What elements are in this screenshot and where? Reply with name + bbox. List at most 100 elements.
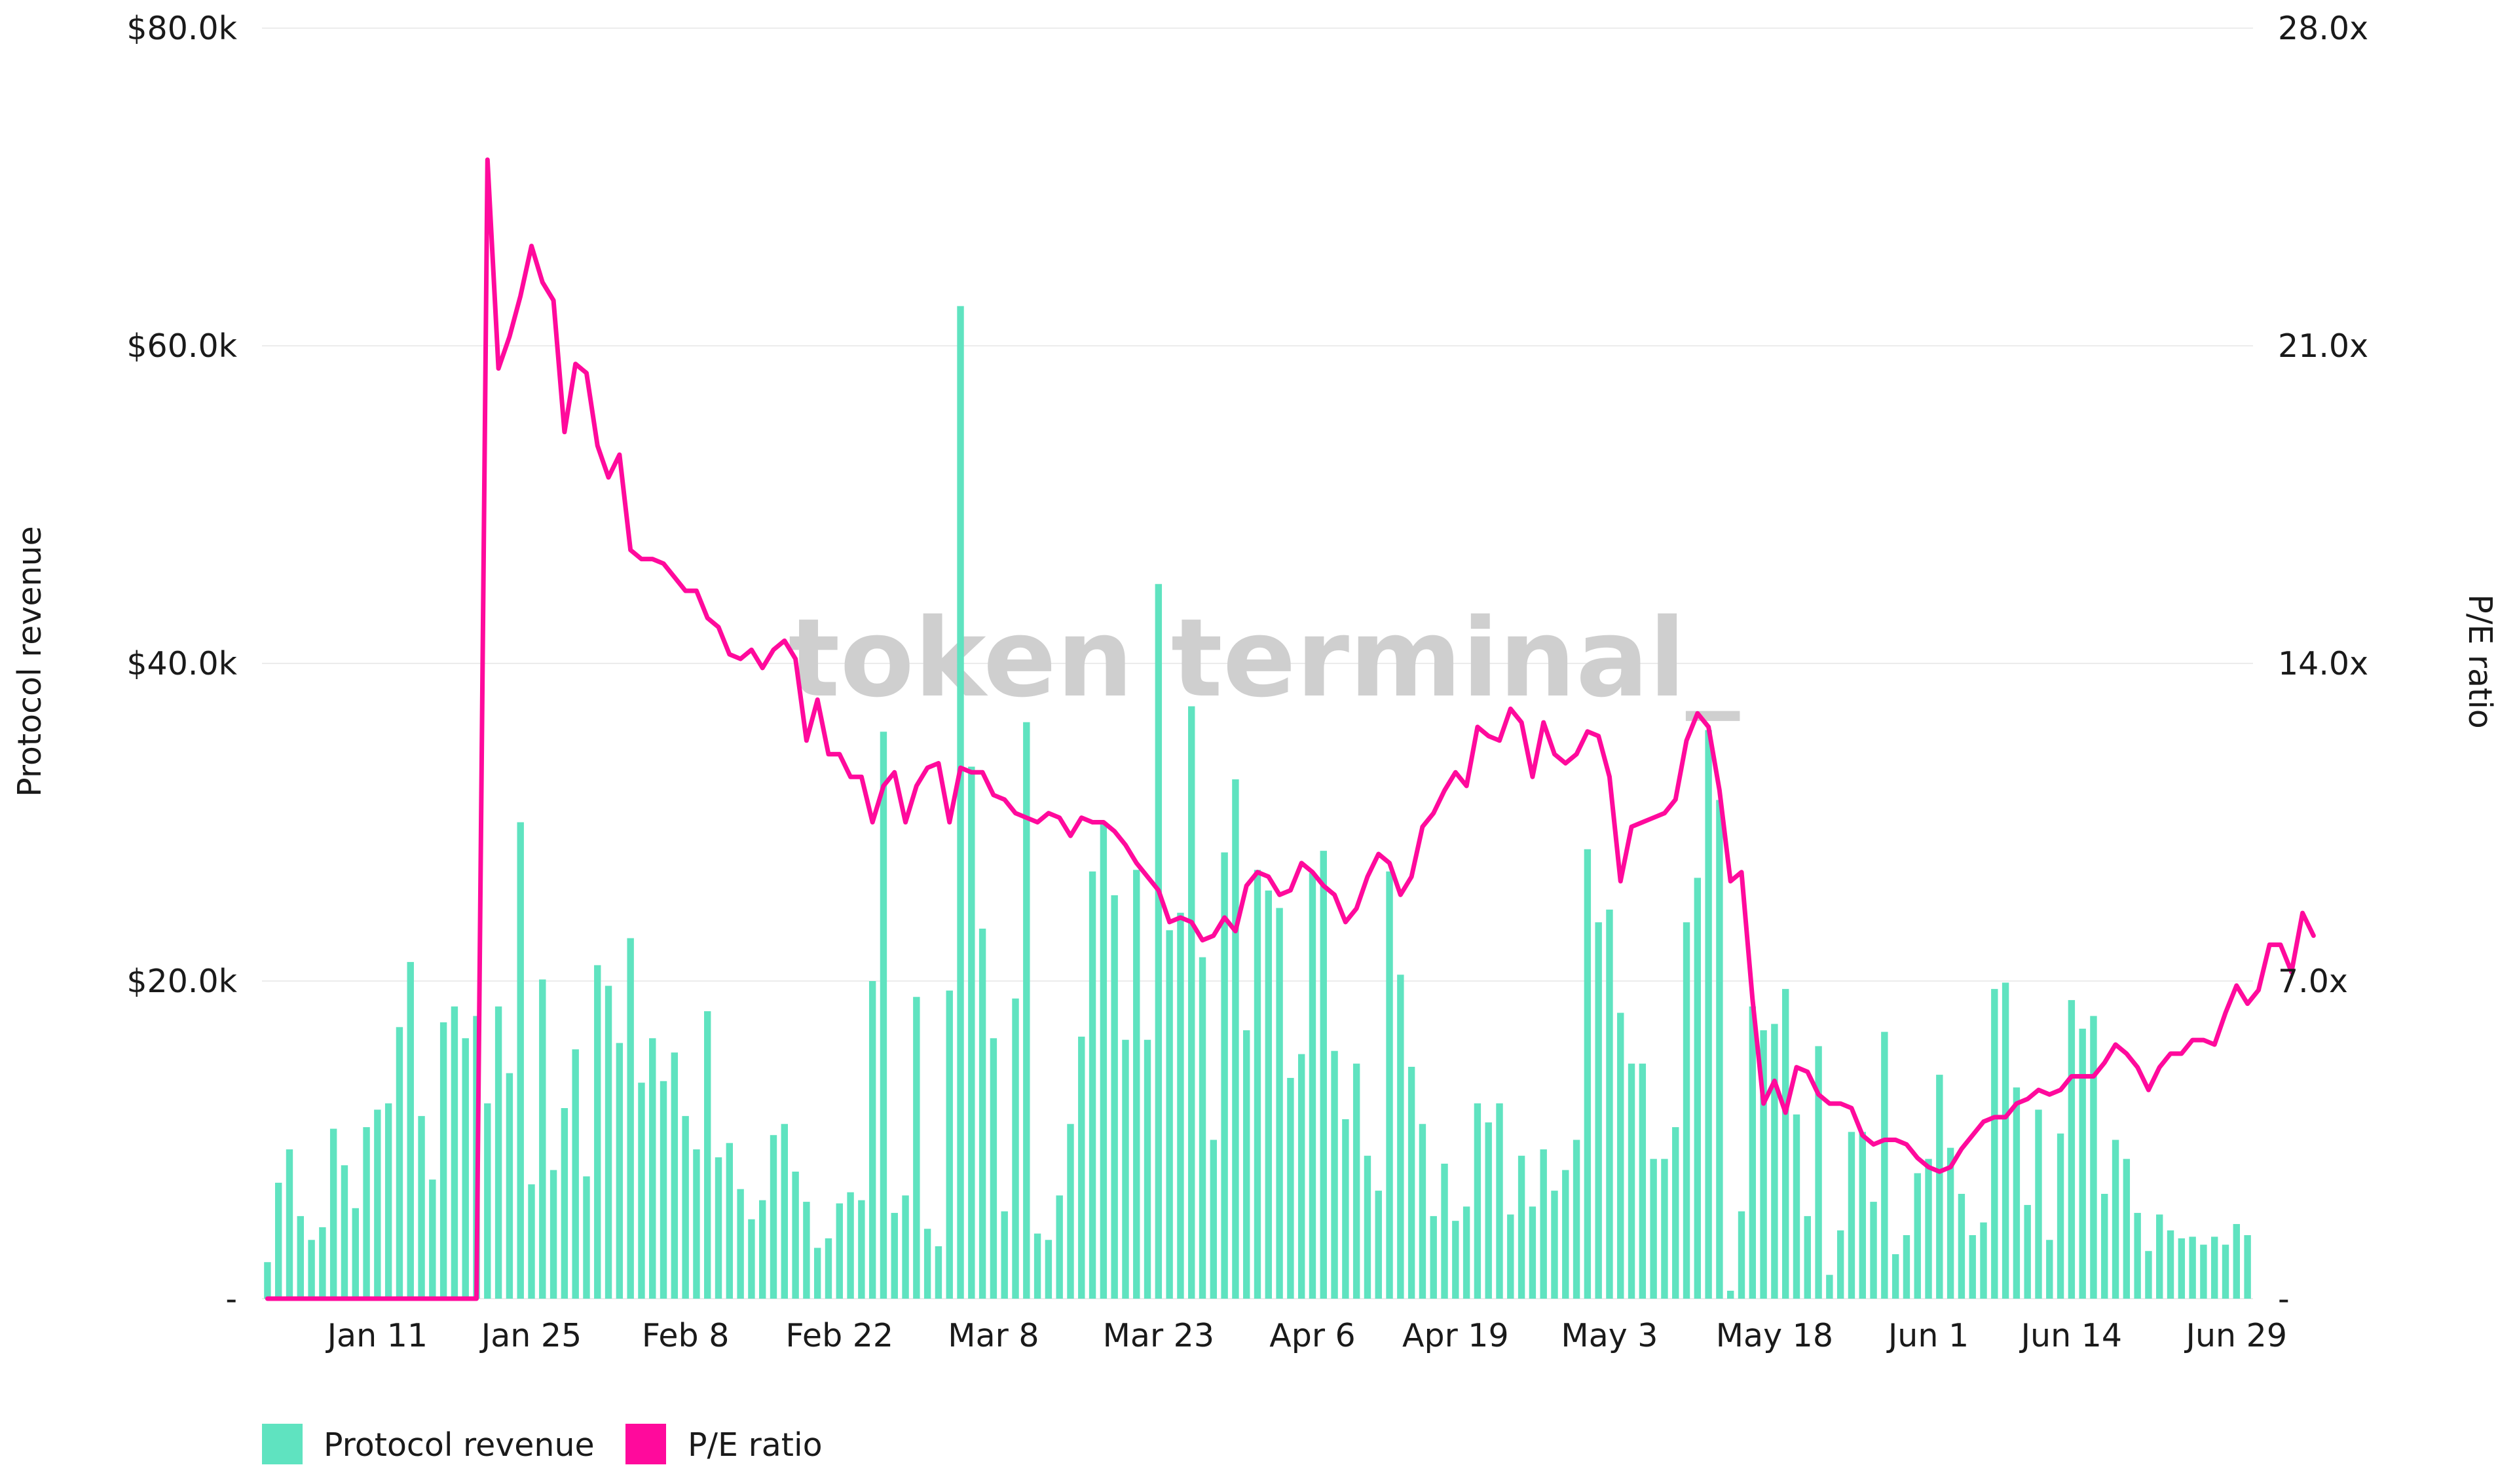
x-tick-label: Feb 22 — [785, 1317, 893, 1354]
x-tick-label: Jun 1 — [1886, 1317, 1969, 1354]
revenue-bar — [2134, 1213, 2141, 1299]
revenue-bar — [1980, 1222, 1987, 1299]
revenue-bar — [1287, 1077, 1294, 1299]
revenue-bar — [1188, 706, 1195, 1299]
revenue-bar — [1562, 1170, 1569, 1299]
revenue-bar — [1462, 1206, 1470, 1299]
revenue-bar — [1342, 1119, 1349, 1299]
revenue-bar — [329, 1128, 337, 1299]
revenue-bar — [1352, 1064, 1360, 1299]
revenue-bar — [517, 822, 524, 1299]
revenue-bar — [758, 1200, 766, 1299]
revenue-bar — [1606, 909, 1613, 1299]
revenue-bar — [2035, 1109, 2042, 1299]
revenue-bar — [1815, 1046, 1822, 1299]
revenue-bar — [2233, 1224, 2241, 1299]
revenue-bar — [2101, 1193, 2108, 1299]
revenue-bar — [792, 1172, 799, 1299]
revenue-bar — [384, 1103, 392, 1299]
revenue-bar — [880, 732, 887, 1299]
revenue-bar — [1859, 1132, 1866, 1299]
y-right-axis-title: P/E ratio — [2461, 594, 2499, 729]
revenue-bar — [1727, 1290, 1734, 1299]
revenue-bar — [363, 1127, 370, 1299]
revenue-bar — [407, 961, 414, 1299]
revenue-bar — [858, 1200, 865, 1299]
revenue-bar — [2167, 1230, 2174, 1299]
y-left-axis-title: Protocol revenue — [11, 526, 48, 797]
x-tick-label: Jan 25 — [479, 1317, 582, 1354]
revenue-bar — [1364, 1155, 1371, 1299]
revenue-bar — [781, 1124, 788, 1299]
revenue-bar — [1111, 895, 1118, 1299]
revenue-bar — [1925, 1159, 1932, 1299]
revenue-bar — [1199, 957, 1206, 1299]
x-tick-label: May 3 — [1561, 1317, 1658, 1354]
revenue-bar — [671, 1052, 679, 1299]
revenue-bar — [770, 1135, 777, 1299]
legend: Protocol revenue P/E ratio — [262, 1424, 823, 1464]
revenue-bar — [1914, 1173, 1921, 1299]
revenue-bar — [2068, 1000, 2076, 1299]
revenue-bar — [1144, 1039, 1151, 1299]
revenue-bar — [374, 1109, 381, 1299]
revenue-bar — [1067, 1124, 1074, 1299]
revenue-bar — [2057, 1133, 2064, 1299]
revenue-bar — [550, 1170, 557, 1299]
revenue-bar — [506, 1073, 513, 1299]
revenue-bar — [1573, 1140, 1580, 1299]
revenue-bar — [1078, 1036, 1085, 1299]
revenue-bar — [572, 1049, 579, 1299]
revenue-bar — [891, 1213, 898, 1299]
revenue-bar — [1276, 908, 1283, 1299]
revenue-bar — [935, 1246, 942, 1299]
revenue-bar — [726, 1143, 734, 1299]
y-left-tick-label: $20.0k — [126, 963, 237, 1000]
revenue-bar — [1155, 584, 1163, 1299]
revenue-bar — [803, 1202, 810, 1299]
x-tick-label: Feb 8 — [642, 1317, 730, 1354]
revenue-bar — [1650, 1159, 1657, 1299]
x-tick-label: Mar 8 — [948, 1317, 1039, 1354]
revenue-bar — [274, 1182, 282, 1299]
revenue-bar — [1969, 1235, 1976, 1299]
revenue-bar — [813, 1248, 821, 1299]
revenue-bar — [1518, 1155, 1525, 1299]
revenue-bar — [484, 1103, 491, 1299]
revenue-bar — [2079, 1028, 2086, 1299]
revenue-bar — [2002, 982, 2009, 1299]
revenue-bar — [682, 1116, 689, 1299]
revenue-bar — [1452, 1221, 1459, 1299]
y-right-tick-label: 14.0x — [2278, 645, 2368, 682]
revenue-bar — [1177, 912, 1184, 1299]
revenue-bar — [990, 1038, 997, 1299]
revenue-bar — [946, 990, 953, 1299]
revenue-bar — [638, 1083, 645, 1299]
revenue-bar — [649, 1038, 656, 1299]
revenue-bar — [1243, 1030, 1250, 1299]
revenue-bar — [913, 997, 920, 1299]
revenue-bar — [825, 1238, 832, 1299]
revenue-bar — [1551, 1191, 1558, 1299]
x-tick-label: May 18 — [1716, 1317, 1833, 1354]
revenue-bar — [627, 938, 634, 1299]
revenue-bar — [1781, 989, 1789, 1299]
revenue-bar — [1133, 870, 1140, 1299]
revenue-bar — [2189, 1236, 2196, 1299]
revenue-bar — [1309, 873, 1316, 1299]
revenue-bar — [264, 1262, 271, 1299]
x-tick-label: Apr 19 — [1402, 1317, 1509, 1354]
y-right-tick-labels: - 7.0x 14.0x 21.0x 28.0x — [2278, 10, 2368, 1318]
revenue-bar — [737, 1189, 744, 1299]
revenue-bar — [1683, 922, 1690, 1299]
revenue-bar — [1848, 1132, 1855, 1299]
y-left-tick-label: $80.0k — [126, 10, 237, 47]
revenue-bar — [2112, 1140, 2119, 1299]
y-left-tick-label: $60.0k — [126, 327, 237, 365]
revenue-bar — [2145, 1251, 2152, 1299]
x-tick-label: Apr 6 — [1269, 1317, 1356, 1354]
revenue-bar — [561, 1108, 568, 1299]
revenue-bar — [1628, 1064, 1635, 1299]
revenue-bar — [1474, 1103, 1481, 1299]
